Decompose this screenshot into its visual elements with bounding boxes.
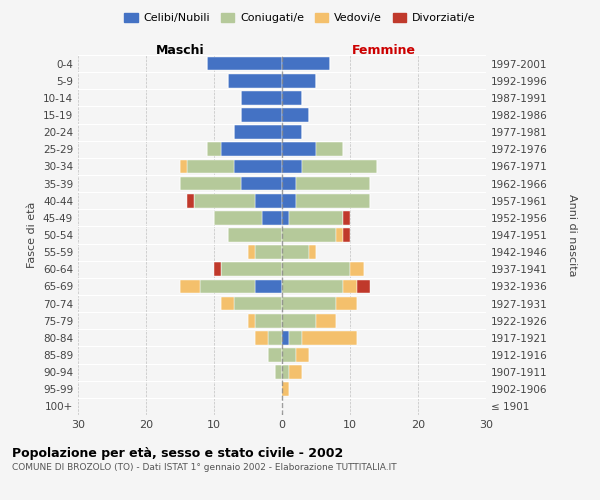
Bar bbox=[180, 160, 187, 173]
Bar bbox=[302, 331, 357, 344]
Bar bbox=[180, 176, 241, 190]
Text: Femmine: Femmine bbox=[352, 44, 416, 57]
Bar bbox=[227, 228, 282, 242]
Bar bbox=[343, 280, 357, 293]
Bar bbox=[241, 91, 282, 104]
Bar bbox=[241, 176, 282, 190]
Bar bbox=[282, 108, 309, 122]
Bar bbox=[241, 108, 282, 122]
Bar bbox=[187, 160, 235, 173]
Bar bbox=[248, 246, 255, 259]
Bar bbox=[282, 160, 302, 173]
Bar bbox=[343, 211, 350, 224]
Bar bbox=[337, 296, 357, 310]
Bar bbox=[221, 142, 282, 156]
Text: COMUNE DI BROZOLO (TO) - Dati ISTAT 1° gennaio 2002 - Elaborazione TUTTITALIA.IT: COMUNE DI BROZOLO (TO) - Dati ISTAT 1° g… bbox=[12, 462, 397, 471]
Bar bbox=[207, 56, 282, 70]
Legend: Celibi/Nubili, Coniugati/e, Vedovi/e, Divorziati/e: Celibi/Nubili, Coniugati/e, Vedovi/e, Di… bbox=[120, 8, 480, 28]
Bar bbox=[194, 194, 255, 207]
Bar bbox=[282, 91, 302, 104]
Bar bbox=[282, 246, 309, 259]
Bar bbox=[214, 211, 262, 224]
Bar bbox=[255, 246, 282, 259]
Bar bbox=[282, 176, 296, 190]
Y-axis label: Anni di nascita: Anni di nascita bbox=[567, 194, 577, 276]
Text: Maschi: Maschi bbox=[155, 44, 205, 57]
Bar bbox=[282, 280, 343, 293]
Bar bbox=[282, 56, 329, 70]
Bar bbox=[221, 296, 235, 310]
Bar bbox=[262, 211, 282, 224]
Bar bbox=[235, 296, 282, 310]
Bar bbox=[289, 211, 343, 224]
Bar bbox=[255, 194, 282, 207]
Text: Popolazione per età, sesso e stato civile - 2002: Popolazione per età, sesso e stato civil… bbox=[12, 448, 343, 460]
Bar bbox=[302, 160, 377, 173]
Bar bbox=[248, 314, 255, 328]
Bar bbox=[282, 262, 350, 276]
Bar bbox=[282, 382, 289, 396]
Bar bbox=[282, 314, 316, 328]
Bar bbox=[337, 228, 343, 242]
Bar bbox=[282, 142, 316, 156]
Bar bbox=[221, 262, 282, 276]
Bar bbox=[289, 366, 302, 379]
Bar bbox=[268, 331, 282, 344]
Bar bbox=[282, 296, 337, 310]
Bar bbox=[255, 280, 282, 293]
Bar bbox=[214, 262, 221, 276]
Bar bbox=[255, 331, 268, 344]
Bar bbox=[296, 176, 370, 190]
Bar bbox=[309, 246, 316, 259]
Bar bbox=[316, 314, 337, 328]
Bar bbox=[296, 348, 309, 362]
Bar bbox=[200, 280, 255, 293]
Bar bbox=[180, 280, 200, 293]
Bar bbox=[255, 314, 282, 328]
Bar bbox=[207, 142, 221, 156]
Bar bbox=[296, 194, 370, 207]
Y-axis label: Fasce di età: Fasce di età bbox=[28, 202, 37, 268]
Bar bbox=[282, 331, 289, 344]
Bar bbox=[357, 280, 370, 293]
Bar bbox=[282, 211, 289, 224]
Bar bbox=[282, 126, 302, 139]
Bar bbox=[282, 74, 316, 88]
Bar bbox=[282, 348, 296, 362]
Bar bbox=[343, 228, 350, 242]
Bar bbox=[282, 228, 337, 242]
Bar bbox=[227, 74, 282, 88]
Bar bbox=[282, 366, 289, 379]
Bar bbox=[235, 126, 282, 139]
Bar bbox=[235, 160, 282, 173]
Bar bbox=[350, 262, 364, 276]
Bar bbox=[275, 366, 282, 379]
Bar bbox=[289, 331, 302, 344]
Bar bbox=[268, 348, 282, 362]
Bar bbox=[187, 194, 194, 207]
Bar bbox=[282, 194, 296, 207]
Bar bbox=[316, 142, 343, 156]
